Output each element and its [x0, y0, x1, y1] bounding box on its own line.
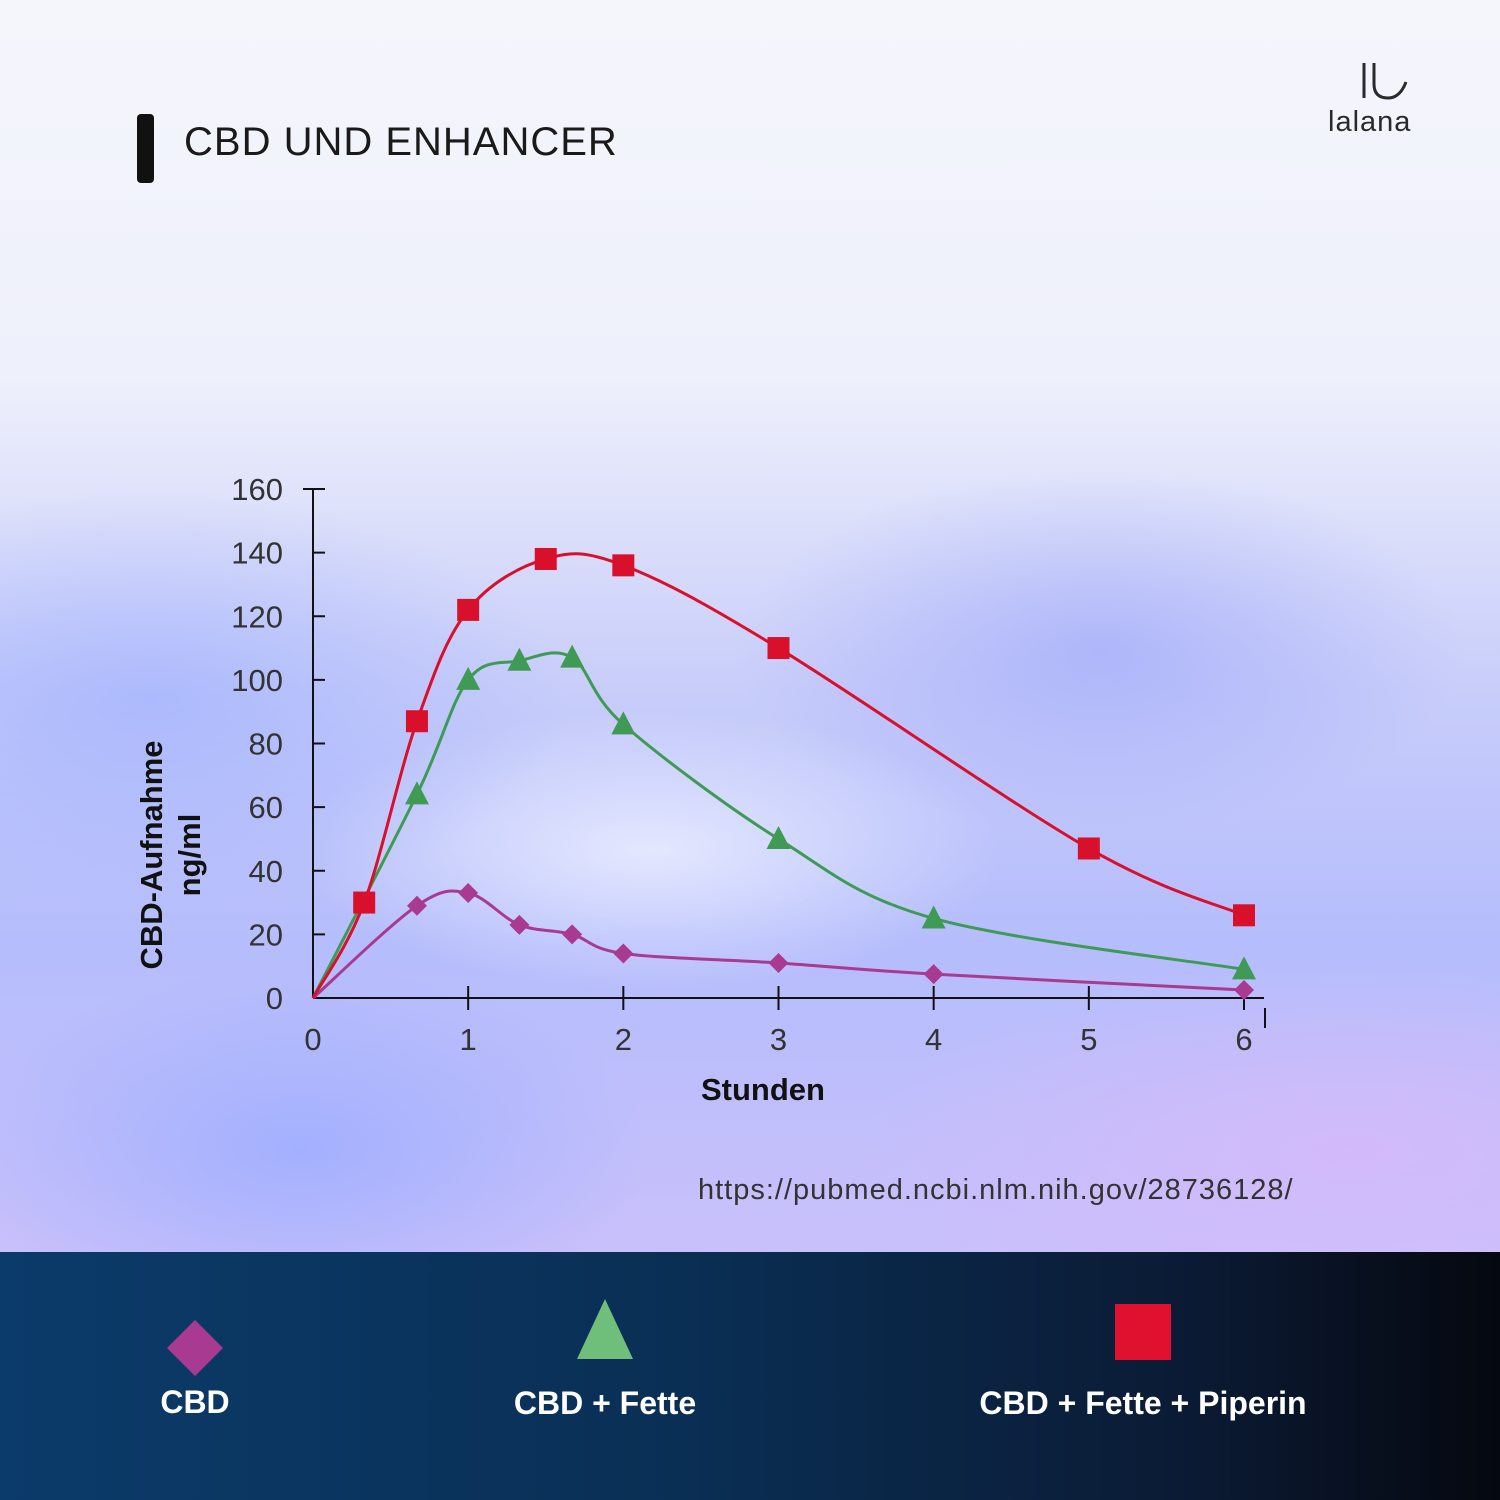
data-point-square: [534, 547, 557, 570]
series-line-2: [311, 651, 1245, 999]
data-point-triangle: [456, 666, 481, 690]
data-point-square: [457, 598, 480, 621]
lalana-logo-icon: [1362, 63, 1408, 100]
series-line-1: [312, 889, 1245, 1000]
page-title: CBD UND ENHANCER: [184, 120, 618, 164]
chart: 0 20 40 60 80 100 120 140 160 0 1 2 3 4 5 6 Stunden CBD-A…: [134, 472, 1266, 1107]
y-axis-label: ng/ml: [172, 814, 207, 897]
y-axis-label: CBD-Aufnahme: [134, 740, 169, 969]
source-link[interactable]: https://pubmed.ncbi.nlm.nih.gov/28736128…: [698, 1174, 1294, 1206]
data-point-diamond: [1234, 980, 1254, 1001]
data-point-triangle: [1232, 956, 1256, 980]
x-tick-label: 5: [1080, 1022, 1097, 1057]
y-tick-label: 60: [249, 790, 283, 825]
data-point-diamond: [458, 883, 479, 904]
data-point-triangle: [560, 644, 585, 668]
data-point-triangle: [404, 781, 429, 805]
square-icon: [1115, 1304, 1171, 1360]
x-tick-label: 3: [770, 1022, 787, 1057]
data-point-diamond: [923, 964, 944, 985]
background: [0, 0, 1500, 1252]
data-point-square: [405, 710, 428, 733]
data-point-square: [612, 554, 635, 577]
x-tick-label: 6: [1235, 1022, 1252, 1057]
title-accent-bar: [137, 114, 154, 183]
data-point-square: [353, 891, 376, 914]
x-tick-label: 1: [460, 1022, 477, 1057]
y-tick-label: 140: [231, 536, 283, 571]
y-tick-label: 20: [249, 917, 283, 952]
legend-label: CBD: [160, 1384, 230, 1420]
x-tick-label: 4: [925, 1022, 942, 1057]
data-point-triangle: [611, 711, 636, 735]
triangle-icon: [577, 1299, 633, 1359]
data-point-diamond: [768, 953, 789, 974]
data-point-diamond: [613, 943, 634, 964]
data-point-square: [1233, 904, 1255, 927]
series-line-3: [311, 552, 1245, 999]
legend-label: CBD + Fette + Piperin: [979, 1385, 1307, 1421]
x-tick-label: 2: [615, 1022, 632, 1057]
y-tick-label: 120: [231, 599, 283, 634]
y-tick-label: 100: [231, 663, 283, 698]
data-point-square: [767, 637, 790, 660]
legend-panel: CBD CBD + Fette CBD + Fette + Piperin: [0, 1252, 1500, 1500]
y-tick-label: 40: [249, 854, 283, 889]
data-point-diamond: [562, 924, 583, 945]
x-tick-label: 0: [304, 1022, 321, 1057]
data-point-triangle: [766, 825, 791, 849]
y-tick-label: 0: [266, 981, 283, 1016]
y-tick-label: 160: [231, 472, 283, 507]
y-tick-label: 80: [249, 727, 283, 762]
data-point-triangle: [507, 647, 532, 671]
diamond-icon: [167, 1320, 223, 1376]
data-point-triangle: [921, 905, 946, 929]
legend-label: CBD + Fette: [513, 1385, 697, 1421]
data-point-diamond: [509, 914, 530, 935]
data-point-square: [1077, 837, 1100, 860]
brand-name: lalana: [1328, 106, 1412, 138]
data-point-diamond: [406, 895, 427, 916]
x-axis-label: Stunden: [701, 1072, 825, 1107]
